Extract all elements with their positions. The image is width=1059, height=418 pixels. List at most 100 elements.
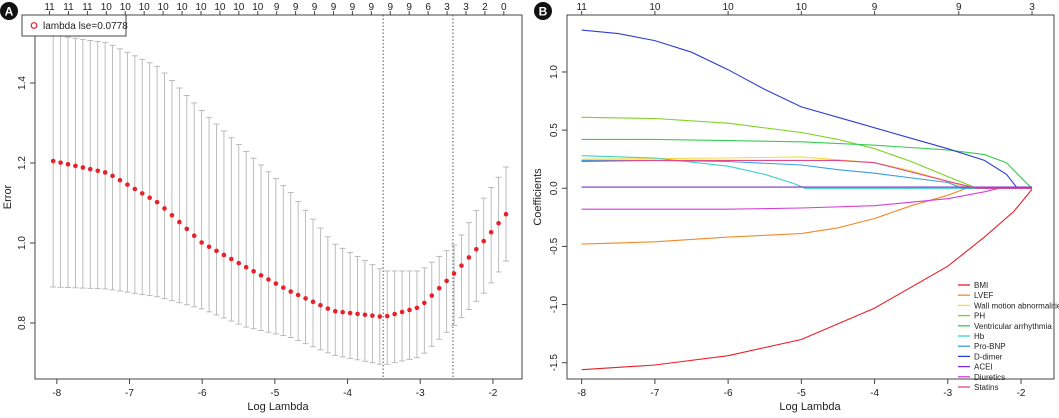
panel-a-x-tick-label: -3 — [416, 388, 425, 399]
error-point — [139, 191, 145, 196]
panel-b-top-label: 3 — [1029, 2, 1035, 13]
panel-a-y-tick-label: 1.0 — [17, 236, 28, 250]
error-point — [392, 311, 397, 317]
panel-badge-a: A — [0, 2, 18, 20]
panel-a-top-label: 9 — [331, 2, 337, 13]
coef-path-ventricular-arrhythmia — [581, 138, 1033, 189]
error-point — [251, 269, 256, 274]
panel-b-top-label: 11 — [576, 2, 587, 13]
error-point — [117, 177, 123, 183]
error-point — [236, 260, 242, 266]
panel-b-y-tick-label: 1.0 — [549, 65, 560, 79]
error-point — [362, 312, 368, 318]
error-point — [488, 229, 494, 235]
error-point — [303, 296, 308, 301]
panel-a-x-tick-label: -6 — [198, 388, 207, 399]
coef-path-lvef — [581, 187, 1032, 245]
error-point — [422, 300, 427, 306]
panel-b-y-tick-label: -0.5 — [549, 237, 560, 255]
panel-a-top-label: 10 — [233, 2, 245, 13]
panel-badge-b: B — [534, 2, 552, 20]
panel-b-y-tick-label: 0.0 — [549, 181, 560, 195]
error-point — [436, 285, 442, 291]
error-point — [399, 309, 405, 315]
error-point — [243, 264, 249, 270]
panel-b-x-tick-label: -6 — [724, 388, 733, 399]
error-point — [80, 165, 86, 170]
error-point — [332, 308, 338, 314]
panel-b-x-tick-label: -5 — [797, 388, 806, 399]
panel-a-top-label: 9 — [312, 2, 318, 13]
legend-label: D-dimer — [974, 352, 1003, 361]
error-point — [281, 285, 286, 290]
error-point — [355, 311, 360, 317]
error-point — [147, 195, 152, 201]
panel-b-x-tick-label: -7 — [650, 388, 659, 399]
panel-a-x-tick-label: -7 — [125, 388, 134, 399]
error-point — [95, 168, 101, 174]
panel-a-top-label: 0 — [501, 2, 507, 13]
panel-a-top-label: 9 — [293, 2, 299, 13]
error-point — [132, 186, 138, 192]
error-point — [162, 206, 167, 211]
error-point — [429, 293, 435, 298]
panel-b-x-tick-label: -2 — [1017, 388, 1026, 399]
panel-b-y-tick-label: 0.5 — [549, 123, 560, 137]
error-point — [407, 307, 412, 313]
panel-b-plot-frame — [566, 14, 1055, 380]
error-point — [459, 263, 464, 268]
panel-a-top-label: 9 — [387, 2, 393, 13]
panel-a-top-label: 10 — [195, 2, 207, 13]
panel-a-top-label: 10 — [139, 2, 151, 13]
coef-path-d-dimer — [581, 29, 1032, 189]
error-point — [184, 226, 190, 232]
error-point — [318, 302, 323, 308]
error-point — [288, 289, 294, 294]
error-point — [221, 252, 227, 258]
error-point — [377, 314, 383, 319]
error-point — [310, 299, 316, 305]
panel-a-plot-frame — [34, 14, 523, 380]
coef-path-diuretics — [581, 187, 1032, 210]
error-point — [444, 278, 449, 284]
panel-b-top-label: 10 — [649, 2, 661, 13]
legend-label: Hb — [974, 332, 985, 341]
panel-b-y-label: Coefficients — [532, 168, 544, 226]
panel-a-top-label: 10 — [158, 2, 170, 13]
legend-label: Ventricular arrhythmia — [974, 322, 1052, 331]
error-point — [273, 281, 279, 286]
panel-b-x-tick-label: -8 — [577, 388, 586, 399]
panel-a-top-label: 9 — [274, 2, 280, 13]
panel-b-top-label: 10 — [796, 2, 808, 13]
panel-a-top-label: 6 — [425, 2, 431, 13]
panel-b-top-label: 9 — [956, 2, 962, 13]
panel-a-top-label: 2 — [482, 2, 488, 13]
error-point — [177, 219, 182, 225]
panel-b-top-label: 9 — [872, 2, 878, 13]
legend-label: PH — [974, 312, 985, 321]
panel-b-x-label: Log Lambda — [779, 401, 841, 413]
error-point — [258, 273, 264, 278]
legend-label: Diuretics — [974, 373, 1005, 382]
error-point — [58, 160, 63, 165]
error-point — [229, 256, 234, 262]
error-point — [496, 220, 501, 226]
panel-a-top-label: 10 — [101, 2, 113, 13]
error-point — [370, 313, 375, 318]
error-point — [50, 158, 56, 164]
coef-path-statins — [581, 159, 1032, 189]
error-point — [481, 238, 487, 244]
panel-a-top-label: 11 — [63, 2, 74, 13]
coef-path-bmi — [581, 189, 1033, 371]
panel-b-label: B — [539, 5, 548, 19]
error-point — [191, 233, 197, 238]
coef-path-hb — [581, 155, 1032, 189]
panel-b-x-tick-label: -3 — [943, 388, 952, 399]
error-point — [154, 199, 160, 205]
error-point — [503, 211, 509, 217]
error-point — [474, 246, 479, 252]
error-point — [295, 292, 301, 298]
panel-a-label: A — [5, 5, 14, 19]
error-point — [266, 277, 271, 282]
